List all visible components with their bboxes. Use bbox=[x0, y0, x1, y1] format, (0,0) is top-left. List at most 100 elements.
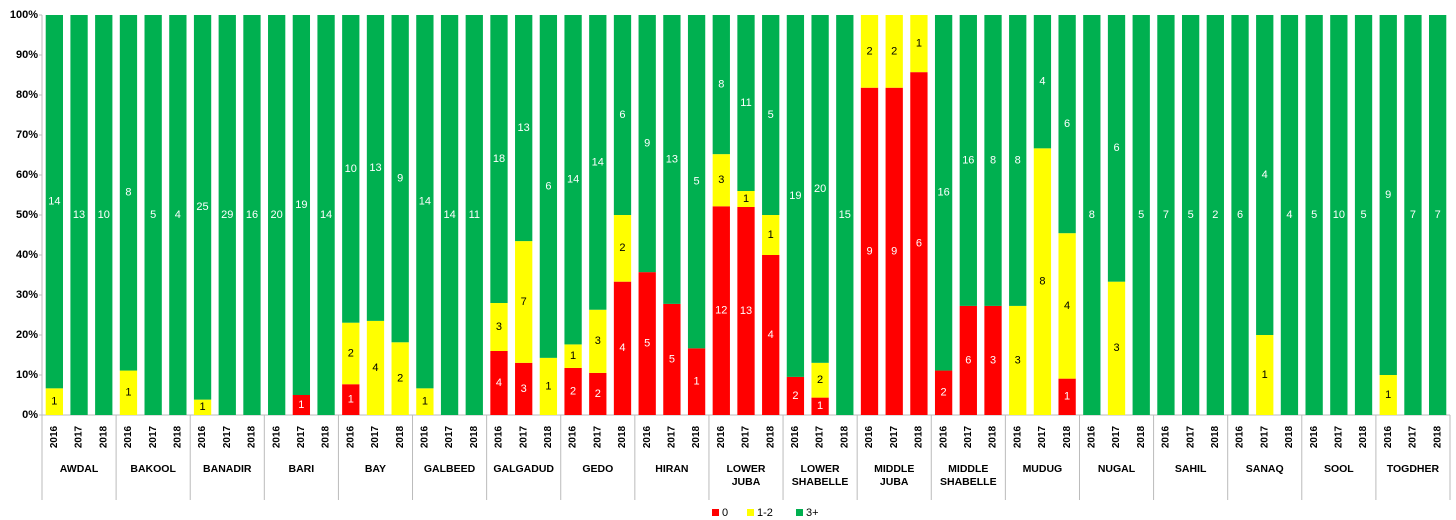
data-label: 4 bbox=[496, 377, 502, 389]
bar-segment bbox=[193, 15, 212, 400]
bar-segment bbox=[1379, 15, 1397, 375]
x-tick-label: 2016 bbox=[790, 425, 801, 448]
x-tick-label: 2018 bbox=[173, 425, 184, 448]
bar-segment bbox=[317, 15, 335, 415]
data-label: 15 bbox=[839, 209, 851, 221]
data-label: 5 bbox=[694, 176, 700, 188]
legend-label: 0 bbox=[722, 507, 728, 519]
bar-segment bbox=[885, 15, 903, 88]
data-label: 4 bbox=[372, 362, 378, 374]
bar-segment bbox=[342, 322, 360, 385]
x-tick-label: 2016 bbox=[494, 425, 505, 448]
bar-segment bbox=[1280, 15, 1299, 415]
bar-segment bbox=[416, 388, 434, 415]
bar-segment bbox=[539, 357, 558, 415]
data-label: 9 bbox=[397, 173, 403, 185]
bar-segment bbox=[712, 206, 730, 415]
x-tick-label: 2018 bbox=[691, 425, 702, 448]
legend-swatch bbox=[712, 509, 719, 516]
data-label: 2 bbox=[941, 387, 947, 399]
data-label: 4 bbox=[768, 329, 774, 341]
x-tick-label: 2017 bbox=[1185, 425, 1196, 448]
x-tick-label: 2016 bbox=[197, 425, 208, 448]
x-tick-label: 2018 bbox=[469, 425, 480, 448]
data-label: 8 bbox=[1039, 276, 1045, 288]
bar-segment bbox=[490, 351, 508, 415]
bar-segment bbox=[1404, 15, 1422, 415]
bar-segment bbox=[490, 303, 508, 351]
bar-segment bbox=[169, 15, 187, 415]
bar-segment bbox=[416, 15, 434, 389]
data-label: 19 bbox=[295, 199, 307, 211]
bar-segment bbox=[860, 87, 879, 416]
bar-segment bbox=[490, 15, 508, 303]
x-tick-label: 2017 bbox=[963, 425, 974, 448]
y-tick-label: 90% bbox=[16, 49, 38, 61]
group-label: GALGADUD bbox=[493, 463, 554, 475]
x-tick-label: 2017 bbox=[74, 425, 85, 448]
bar-segment bbox=[687, 15, 706, 349]
group-label: BAY bbox=[364, 463, 387, 475]
bar-segment bbox=[589, 15, 607, 310]
x-tick-label: 2016 bbox=[1383, 425, 1394, 448]
bar-segment bbox=[1157, 15, 1175, 415]
data-label: 1 bbox=[1064, 391, 1070, 403]
y-tick-label: 30% bbox=[16, 289, 38, 301]
data-label: 8 bbox=[125, 187, 131, 199]
bar-segment bbox=[1107, 15, 1126, 282]
data-label: 3 bbox=[1113, 342, 1119, 354]
data-label: 14 bbox=[48, 196, 60, 208]
bar-segment bbox=[243, 15, 261, 415]
bar-segment bbox=[638, 272, 656, 415]
x-tick-label: 2017 bbox=[1333, 425, 1344, 448]
data-label: 2 bbox=[570, 385, 576, 397]
x-tick-label: 2016 bbox=[1235, 425, 1246, 448]
x-tick-label: 2017 bbox=[148, 425, 159, 448]
bar-segment bbox=[786, 15, 805, 377]
bar-segment bbox=[564, 367, 582, 415]
data-label: 7 bbox=[1410, 209, 1416, 221]
x-tick-label: 2017 bbox=[667, 425, 678, 448]
group-label: MUDUG bbox=[1022, 463, 1063, 475]
data-label: 8 bbox=[1089, 209, 1095, 221]
data-label: 6 bbox=[1237, 209, 1243, 221]
group-label: SOOL bbox=[1323, 463, 1354, 475]
bar-segment bbox=[268, 15, 286, 415]
bar-segment bbox=[663, 303, 681, 415]
x-tick-label: 2018 bbox=[1358, 425, 1369, 448]
bar-segment bbox=[762, 215, 780, 255]
data-label: 8 bbox=[718, 78, 724, 90]
x-tick-label: 2018 bbox=[1432, 425, 1443, 448]
bar-segment bbox=[811, 397, 829, 415]
data-label: 25 bbox=[196, 201, 208, 213]
x-tick-label: 2016 bbox=[1086, 425, 1097, 448]
bar-segment bbox=[564, 344, 582, 368]
x-tick-label: 2018 bbox=[914, 425, 925, 448]
bar-segment bbox=[613, 15, 632, 215]
bar-segment bbox=[1231, 15, 1249, 415]
data-label: 3 bbox=[521, 383, 527, 395]
data-label: 14 bbox=[419, 196, 431, 208]
x-tick-label: 2016 bbox=[864, 425, 875, 448]
bar-segment bbox=[613, 215, 632, 282]
data-label: 11 bbox=[740, 97, 751, 109]
data-label: 9 bbox=[1385, 189, 1391, 201]
bar-segment bbox=[70, 15, 88, 415]
data-label: 3 bbox=[990, 354, 996, 366]
data-label: 16 bbox=[937, 187, 949, 199]
data-label: 1 bbox=[298, 399, 304, 411]
x-tick-label: 2018 bbox=[1062, 425, 1073, 448]
x-tick-label: 2017 bbox=[222, 425, 233, 448]
legend-label: 3+ bbox=[806, 507, 819, 519]
bar-segment bbox=[811, 362, 829, 398]
group-label: TOGDHER bbox=[1386, 463, 1440, 475]
data-label: 3 bbox=[496, 321, 502, 333]
data-label: 4 bbox=[619, 342, 625, 354]
data-label: 6 bbox=[619, 109, 625, 121]
bar-segment bbox=[786, 376, 805, 415]
bar-segment bbox=[811, 15, 829, 363]
x-tick-label: 2017 bbox=[444, 425, 455, 448]
group-label: MIDDLE JUBA bbox=[874, 463, 915, 488]
bar-segment bbox=[885, 87, 903, 416]
data-label: 4 bbox=[175, 209, 181, 221]
